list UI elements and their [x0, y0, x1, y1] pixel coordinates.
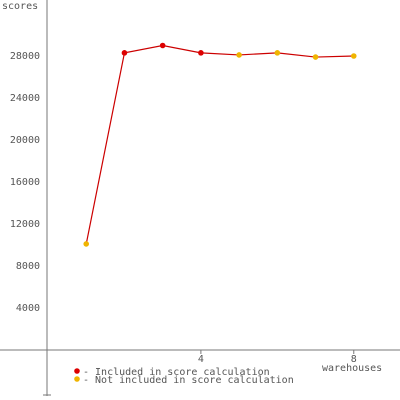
data-point: [159, 42, 166, 49]
data-point: [83, 241, 90, 247]
legend-label: - Included in score calculation: [83, 367, 270, 378]
y-tick-label: 24000: [10, 93, 40, 104]
y-tick-label: 20000: [10, 135, 40, 146]
legend-label: - Not included in score calculation: [83, 375, 294, 386]
y-axis-label: scores: [2, 1, 38, 12]
data-point: [236, 52, 242, 58]
y-tick-label: 16000: [10, 177, 40, 188]
y-tick-label: 8000: [16, 261, 40, 272]
x-tick-label: 4: [198, 354, 204, 365]
legend-marker: [74, 368, 80, 374]
data-point: [350, 53, 357, 59]
x-axis-label: warehouses: [322, 363, 382, 374]
legend-marker: [74, 376, 80, 382]
y-tick-label: 12000: [10, 219, 40, 230]
x-tick-label: 8: [351, 354, 357, 365]
y-tick-label: 4000: [16, 303, 40, 314]
y-tick-label: 28000: [10, 51, 40, 62]
data-point: [274, 50, 281, 56]
data-line: [85, 44, 354, 245]
data-point: [198, 50, 204, 56]
data-point: [121, 50, 128, 56]
data-point: [312, 54, 319, 60]
